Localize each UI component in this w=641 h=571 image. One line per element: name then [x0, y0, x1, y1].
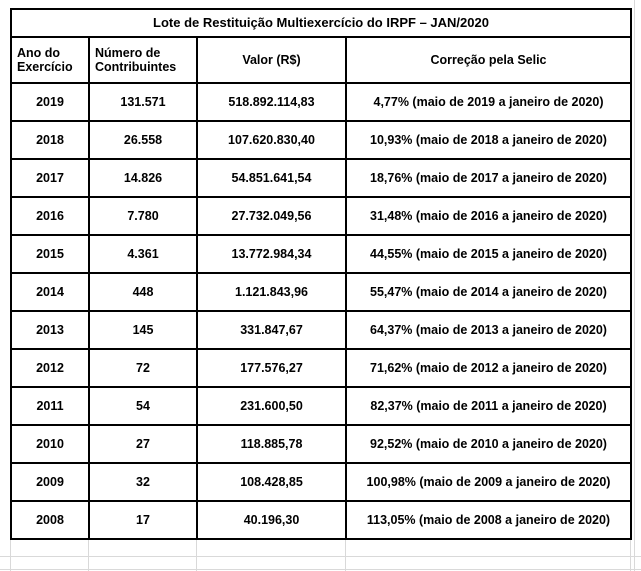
year-cell[interactable]: 2012	[10, 348, 90, 388]
selic-cell[interactable]: 71,62% (maio de 2012 a janeiro de 2020)	[345, 348, 632, 388]
year-cell[interactable]: 2011	[10, 386, 90, 426]
selic-cell[interactable]: 18,76% (maio de 2017 a janeiro de 2020)	[345, 158, 632, 198]
table-row: 2018 26.558 107.620.830,40 10,93% (maio de …	[10, 120, 632, 160]
gridline	[0, 556, 641, 557]
value-cell[interactable]: 118.885,78	[196, 424, 347, 464]
table-row: 2016 7.780 27.732.049,56 31,48% (maio de 20…	[10, 196, 632, 236]
contributors-cell[interactable]: 7.780	[88, 196, 198, 236]
value-cell[interactable]: 1.121.843,96	[196, 272, 347, 312]
contributors-cell[interactable]: 145	[88, 310, 198, 350]
value-cell[interactable]: 54.851.641,54	[196, 158, 347, 198]
value-cell[interactable]: 331.847,67	[196, 310, 347, 350]
contributors-cell[interactable]: 4.361	[88, 234, 198, 274]
table-row: 2012 72 177.576,27 71,62% (maio de 2012 a j…	[10, 348, 632, 388]
contributors-cell[interactable]: 17	[88, 500, 198, 540]
header-numero-contribuintes[interactable]: Número de Contribuintes	[88, 36, 198, 84]
gridline	[10, 540, 11, 571]
year-cell[interactable]: 2015	[10, 234, 90, 274]
contributors-cell[interactable]: 32	[88, 462, 198, 502]
selic-cell[interactable]: 44,55% (maio de 2015 a janeiro de 2020)	[345, 234, 632, 274]
table-row: 2017 14.826 54.851.641,54 18,76% (maio de 2…	[10, 158, 632, 198]
year-cell[interactable]: 2010	[10, 424, 90, 464]
selic-cell[interactable]: 55,47% (maio de 2014 a janeiro de 2020)	[345, 272, 632, 312]
year-cell[interactable]: 2018	[10, 120, 90, 160]
contributors-cell[interactable]: 27	[88, 424, 198, 464]
gridline	[88, 540, 89, 571]
gridline	[196, 540, 197, 571]
value-cell[interactable]: 40.196,30	[196, 500, 347, 540]
year-cell[interactable]: 2017	[10, 158, 90, 198]
irpf-restitution-table: Lote de Restituição Multiexercício do IR…	[10, 8, 632, 540]
year-cell[interactable]: 2016	[10, 196, 90, 236]
table-row: 2011 54 231.600,50 82,37% (maio de 2011 a j…	[10, 386, 632, 426]
header-ano-exercicio[interactable]: Ano do Exercício	[10, 36, 90, 84]
gridline	[630, 540, 631, 571]
selic-cell[interactable]: 64,37% (maio de 2013 a janeiro de 2020)	[345, 310, 632, 350]
table-body: 2019 131.571 518.892.114,83 4,77% (maio de …	[10, 82, 632, 540]
year-cell[interactable]: 2009	[10, 462, 90, 502]
title-row: Lote de Restituição Multiexercício do IR…	[10, 8, 632, 38]
table-row: 2015 4.361 13.772.984,34 44,55% (maio de 20…	[10, 234, 632, 274]
year-cell[interactable]: 2008	[10, 500, 90, 540]
selic-cell[interactable]: 92,52% (maio de 2010 a janeiro de 2020)	[345, 424, 632, 464]
value-cell[interactable]: 107.620.830,40	[196, 120, 347, 160]
table-row: 2010 27 118.885,78 92,52% (maio de 2010 a j…	[10, 424, 632, 464]
header-correcao-selic[interactable]: Correção pela Selic	[345, 36, 632, 84]
year-cell[interactable]: 2019	[10, 82, 90, 122]
gridline	[345, 540, 346, 571]
gridline	[0, 569, 641, 570]
contributors-cell[interactable]: 72	[88, 348, 198, 388]
value-cell[interactable]: 518.892.114,83	[196, 82, 347, 122]
selic-cell[interactable]: 100,98% (maio de 2009 a janeiro de 2020)	[345, 462, 632, 502]
contributors-cell[interactable]: 26.558	[88, 120, 198, 160]
header-valor[interactable]: Valor (R$)	[196, 36, 347, 84]
contributors-cell[interactable]: 131.571	[88, 82, 198, 122]
table-row: 2019 131.571 518.892.114,83 4,77% (maio de …	[10, 82, 632, 122]
value-cell[interactable]: 177.576,27	[196, 348, 347, 388]
table-row: 2008 17 40.196,30 113,05% (maio de 2008 a j…	[10, 500, 632, 540]
table-row: 2013 145 331.847,67 64,37% (maio de 2013 a …	[10, 310, 632, 350]
year-cell[interactable]: 2013	[10, 310, 90, 350]
table-title[interactable]: Lote de Restituição Multiexercício do IR…	[10, 8, 632, 38]
contributors-cell[interactable]: 448	[88, 272, 198, 312]
selic-cell[interactable]: 4,77% (maio de 2019 a janeiro de 2020)	[345, 82, 632, 122]
year-cell[interactable]: 2014	[10, 272, 90, 312]
contributors-cell[interactable]: 14.826	[88, 158, 198, 198]
contributors-cell[interactable]: 54	[88, 386, 198, 426]
value-cell[interactable]: 231.600,50	[196, 386, 347, 426]
table-row: 2009 32 108.428,85 100,98% (maio de 2009 a …	[10, 462, 632, 502]
table-row: 2014 448 1.121.843,96 55,47% (maio de 2014 …	[10, 272, 632, 312]
value-cell[interactable]: 27.732.049,56	[196, 196, 347, 236]
selic-cell[interactable]: 31,48% (maio de 2016 a janeiro de 2020)	[345, 196, 632, 236]
gridline	[634, 0, 635, 571]
header-row: Ano do Exercício Número de Contribuintes…	[10, 36, 632, 84]
selic-cell[interactable]: 82,37% (maio de 2011 a janeiro de 2020)	[345, 386, 632, 426]
selic-cell[interactable]: 113,05% (maio de 2008 a janeiro de 2020)	[345, 500, 632, 540]
value-cell[interactable]: 13.772.984,34	[196, 234, 347, 274]
value-cell[interactable]: 108.428,85	[196, 462, 347, 502]
selic-cell[interactable]: 10,93% (maio de 2018 a janeiro de 2020)	[345, 120, 632, 160]
